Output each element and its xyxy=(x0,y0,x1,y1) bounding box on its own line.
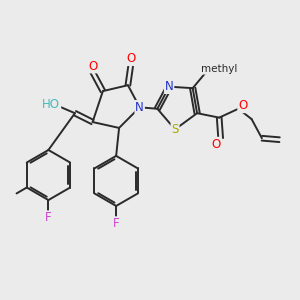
Text: O: O xyxy=(126,52,136,65)
Text: O: O xyxy=(88,60,97,73)
Text: O: O xyxy=(212,138,221,151)
Text: F: F xyxy=(113,217,119,230)
Text: HO: HO xyxy=(42,98,60,111)
Text: N: N xyxy=(165,80,173,93)
Text: S: S xyxy=(171,123,179,136)
Text: O: O xyxy=(238,99,248,112)
Text: methyl: methyl xyxy=(201,64,237,74)
Text: N: N xyxy=(135,101,144,114)
Text: F: F xyxy=(45,211,52,224)
